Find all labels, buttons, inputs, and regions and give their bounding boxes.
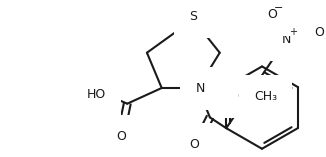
Text: O: O [189, 138, 199, 151]
Text: HO: HO [87, 88, 106, 101]
Text: O: O [237, 90, 247, 103]
Text: O: O [314, 26, 324, 39]
Text: −: − [274, 3, 283, 13]
Text: +: + [289, 27, 298, 37]
Text: N: N [195, 82, 205, 95]
Text: N: N [282, 33, 291, 46]
Text: S: S [189, 10, 197, 23]
Text: CH₃: CH₃ [254, 90, 277, 103]
Text: O: O [116, 130, 126, 143]
Text: O: O [267, 8, 277, 21]
